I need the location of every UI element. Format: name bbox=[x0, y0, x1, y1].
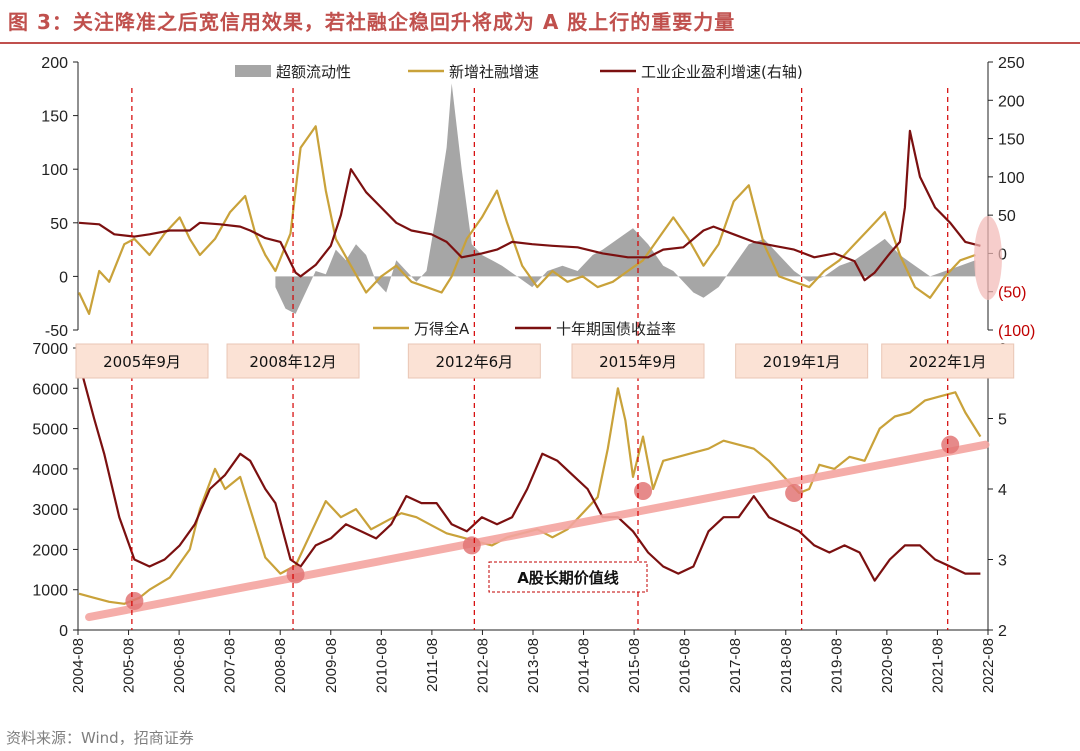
top-right-tick-label: (50) bbox=[998, 285, 1026, 302]
legend-label-excess-liquidity: 超额流动性 bbox=[276, 63, 351, 81]
trend-marker bbox=[462, 536, 481, 555]
bottom-right-tick-label: 5 bbox=[998, 412, 1007, 429]
top-left-tick-label: 100 bbox=[41, 162, 68, 179]
top-right-tick-label: 0 bbox=[998, 246, 1007, 263]
event-label-box bbox=[735, 343, 869, 379]
x-tick-label: 2014-08 bbox=[576, 638, 593, 693]
event-label: 2005年9月 bbox=[103, 353, 181, 371]
event-label-box bbox=[881, 343, 1015, 379]
highlight-ellipse bbox=[974, 216, 1002, 300]
x-tick-label: 2017-08 bbox=[727, 638, 744, 693]
x-tick-label: 2021-08 bbox=[929, 638, 946, 693]
x-tick-label: 2016-08 bbox=[677, 638, 694, 693]
trend-line bbox=[85, 440, 990, 622]
event-label: 2022年1月 bbox=[909, 353, 987, 371]
bottom-left-tick-label: 3000 bbox=[32, 502, 68, 519]
top-right-tick-label: 50 bbox=[998, 208, 1016, 225]
x-tick-label: 2004-08 bbox=[70, 638, 87, 693]
top-left-tick-label: 200 bbox=[41, 55, 68, 72]
x-tick-label: 2012-08 bbox=[474, 638, 491, 693]
figure-title: 图 3：关注降准之后宽信用效果，若社融企稳回升将成为 A 股上行的重要力量 bbox=[8, 10, 736, 34]
series-line-industrial-profit bbox=[78, 129, 981, 282]
title-rule bbox=[0, 42, 1080, 44]
x-tick-label: 2005-08 bbox=[121, 638, 138, 693]
bottom-right-tick-label: 4 bbox=[998, 482, 1007, 499]
series-line-social-financing bbox=[78, 125, 976, 315]
legend-label-social-financing: 新增社融增速 bbox=[449, 63, 539, 81]
trend-marker bbox=[286, 565, 305, 584]
top-left-tick-label: -50 bbox=[45, 323, 68, 340]
top-right-tick-label: 200 bbox=[998, 93, 1025, 110]
x-tick-label: 2020-08 bbox=[879, 638, 896, 693]
x-tick-label: 2008-08 bbox=[272, 638, 289, 693]
top-left-tick-label: 150 bbox=[41, 109, 68, 126]
legend-label-bond-yield: 十年期国债收益率 bbox=[556, 320, 676, 338]
event-label-box bbox=[226, 343, 360, 379]
x-tick-label: 2013-08 bbox=[525, 638, 542, 693]
event-label: 2008年12月 bbox=[249, 353, 336, 371]
top-right-tick-label: 250 bbox=[998, 55, 1025, 72]
series-line-bond-yield bbox=[77, 361, 981, 582]
event-label: 2012年6月 bbox=[435, 353, 513, 371]
x-tick-label: 2007-08 bbox=[222, 638, 239, 693]
x-tick-label: 2018-08 bbox=[778, 638, 795, 693]
event-label: 2015年9月 bbox=[599, 353, 677, 371]
top-right-tick-label: 150 bbox=[998, 132, 1025, 149]
x-tick-label: 2011-08 bbox=[424, 638, 441, 692]
bottom-left-tick-label: 1000 bbox=[32, 583, 68, 600]
trend-marker bbox=[125, 591, 144, 610]
x-tick-label: 2022-08 bbox=[980, 638, 997, 693]
top-right-tick-label: 100 bbox=[998, 170, 1025, 187]
series-line-wind-all-a bbox=[78, 387, 982, 605]
bottom-right-tick-label: 2 bbox=[998, 623, 1007, 640]
bottom-left-tick-label: 7000 bbox=[32, 341, 68, 358]
trend-label: A股长期价值线 bbox=[517, 569, 619, 587]
x-tick-label: 2006-08 bbox=[171, 638, 188, 693]
bottom-left-tick-label: 4000 bbox=[32, 462, 68, 479]
legend-label-wind-all-a: 万得全A bbox=[414, 320, 470, 338]
event-label-box bbox=[571, 343, 705, 379]
x-tick-label: 2019-08 bbox=[828, 638, 845, 693]
top-left-tick-label: 50 bbox=[50, 216, 68, 233]
series-area-excess-liquidity bbox=[275, 83, 976, 314]
source-note: 资料来源：Wind，招商证券 bbox=[6, 729, 194, 747]
bottom-right-tick-label: 3 bbox=[998, 553, 1007, 570]
bottom-left-tick-label: 0 bbox=[59, 623, 68, 640]
x-tick-label: 2015-08 bbox=[626, 638, 643, 693]
event-label-box bbox=[75, 343, 209, 379]
trend-marker bbox=[634, 482, 653, 501]
top-right-tick-label: (100) bbox=[998, 323, 1035, 340]
trend-label-box bbox=[488, 561, 648, 593]
event-label-box bbox=[407, 343, 541, 379]
legend-label-industrial-profit: 工业企业盈利增速(右轴) bbox=[641, 63, 803, 81]
legend-swatch-excess-liquidity bbox=[235, 65, 271, 77]
trend-marker bbox=[941, 435, 960, 454]
x-tick-label: 2009-08 bbox=[323, 638, 340, 693]
bottom-left-tick-label: 5000 bbox=[32, 422, 68, 439]
event-label: 2019年1月 bbox=[763, 353, 841, 371]
top-left-tick-label: 0 bbox=[59, 269, 68, 286]
x-tick-label: 2010-08 bbox=[373, 638, 390, 693]
bottom-left-tick-label: 2000 bbox=[32, 542, 68, 559]
bottom-left-tick-label: 6000 bbox=[32, 381, 68, 398]
trend-marker bbox=[785, 484, 804, 503]
